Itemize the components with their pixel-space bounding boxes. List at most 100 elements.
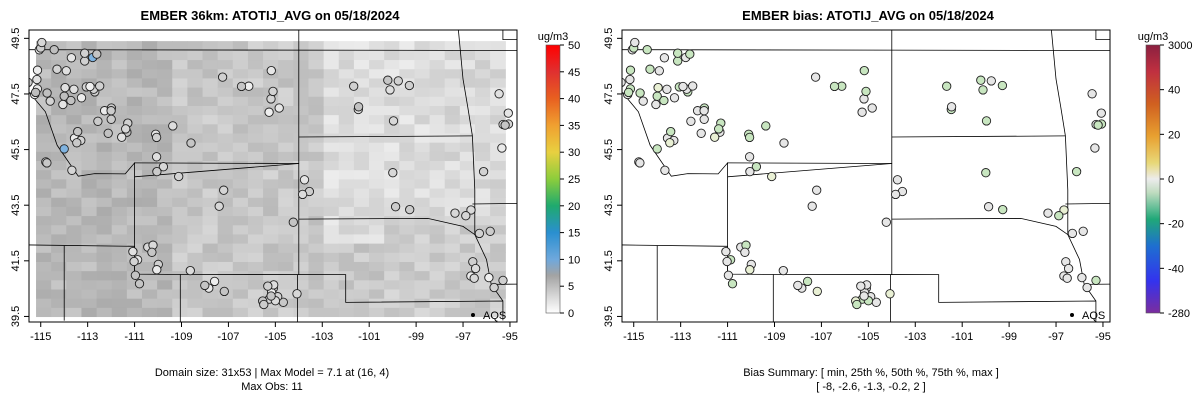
model-cell — [445, 298, 461, 308]
obs-point — [86, 82, 94, 90]
model-cell — [81, 69, 97, 79]
left-aqs-label: AQS — [483, 310, 506, 322]
model-cell — [339, 105, 355, 115]
model-cell — [81, 215, 97, 225]
model-cell — [248, 96, 264, 106]
model-cell — [263, 179, 279, 189]
model-cell — [369, 105, 385, 115]
model-cell — [218, 170, 234, 180]
model-cell — [203, 252, 219, 262]
model-cell — [263, 50, 279, 60]
obs-point — [94, 117, 102, 125]
model-cell — [324, 252, 340, 262]
model-cell — [248, 160, 264, 170]
obs-point — [860, 292, 868, 300]
model-cell — [460, 78, 476, 88]
model-cell — [278, 78, 294, 88]
model-cell — [490, 188, 506, 198]
model-cell — [324, 179, 340, 189]
model-cell — [460, 50, 476, 60]
model-cell — [475, 188, 491, 198]
model-cell — [142, 50, 158, 60]
model-cell — [475, 87, 491, 97]
model-cell — [81, 225, 97, 235]
model-cell — [399, 271, 415, 281]
y-tick-label-1: 41.5 — [603, 250, 615, 271]
model-cell — [339, 151, 355, 161]
obs-point — [350, 82, 358, 90]
model-cell — [97, 179, 113, 189]
model-cell — [369, 280, 385, 290]
model-cell — [414, 197, 430, 207]
model-cell — [460, 133, 476, 143]
model-cell — [324, 289, 340, 299]
model-cell — [460, 87, 476, 97]
model-cell — [142, 87, 158, 97]
model-cell — [112, 280, 128, 290]
model-cell — [218, 234, 234, 244]
model-cell — [324, 160, 340, 170]
model-cell — [354, 124, 370, 134]
obs-point — [265, 108, 273, 116]
model-cell — [263, 261, 279, 271]
left-panel: EMBER 36km: ATOTIJ_AVG on 05/18/2024 -11… — [0, 8, 580, 393]
model-cell — [187, 206, 203, 216]
model-cell — [308, 252, 324, 262]
right-aqs-label: AQS — [1082, 310, 1105, 322]
obs-point — [490, 283, 498, 291]
colorbar-tick-label-9: 45 — [568, 67, 580, 79]
model-cell — [308, 170, 324, 180]
model-cell — [354, 307, 370, 317]
model-cell — [354, 41, 370, 51]
model-cell — [475, 252, 491, 262]
model-cell — [354, 133, 370, 143]
model-cell — [490, 59, 506, 69]
obs-point — [661, 166, 669, 174]
obs-point — [289, 218, 297, 226]
model-cell — [354, 298, 370, 308]
model-cell — [66, 280, 82, 290]
model-cell — [172, 243, 188, 253]
obs-point — [175, 172, 183, 180]
model-cell — [263, 197, 279, 207]
model-cell — [445, 243, 461, 253]
model-cell — [414, 179, 430, 189]
model-cell — [233, 252, 249, 262]
model-cell — [263, 206, 279, 216]
model-cell — [36, 133, 52, 143]
model-cell — [203, 78, 219, 88]
model-cell — [430, 289, 446, 299]
model-cell — [263, 234, 279, 244]
obs-point — [237, 82, 245, 90]
obs-point — [860, 66, 868, 74]
colorbar-tick-label-7: 35 — [568, 120, 580, 132]
obs-point — [811, 73, 819, 81]
y-tick-label-1: 41.5 — [10, 250, 22, 271]
model-cell — [81, 206, 97, 216]
model-cell — [369, 289, 385, 299]
model-cell — [278, 115, 294, 125]
model-cell — [157, 142, 173, 152]
model-cell — [384, 289, 400, 299]
model-cell — [172, 87, 188, 97]
obs-point — [187, 139, 195, 147]
model-cell — [127, 298, 143, 308]
model-cell — [445, 197, 461, 207]
model-cell — [445, 78, 461, 88]
model-cell — [157, 280, 173, 290]
obs-point — [471, 264, 479, 272]
model-cell — [399, 50, 415, 60]
model-cell — [430, 115, 446, 125]
obs-point — [104, 129, 112, 137]
obs-point — [979, 86, 987, 94]
obs-point — [298, 190, 306, 198]
model-cell — [157, 188, 173, 198]
obs-point — [652, 100, 660, 108]
colorbar-tick-label-6: -280 — [1168, 308, 1190, 320]
model-cell — [308, 271, 324, 281]
model-cell — [384, 179, 400, 189]
model-cell — [445, 234, 461, 244]
model-cell — [187, 225, 203, 235]
x-tick-label-7: -101 — [951, 331, 973, 343]
model-cell — [293, 69, 309, 79]
